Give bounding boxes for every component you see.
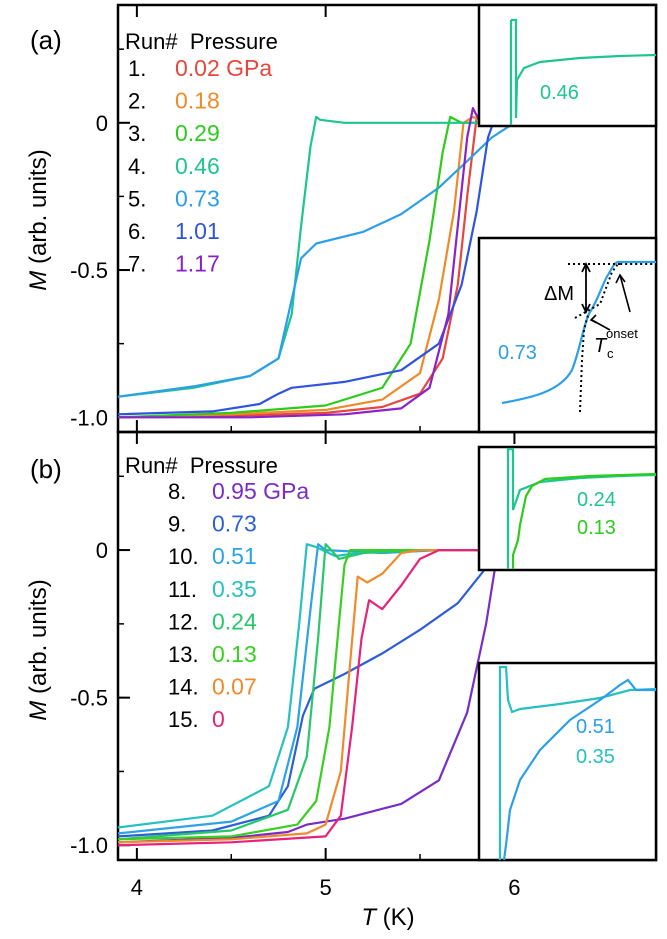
y-tick-label-a-0: 0 [96,111,108,136]
legend-run-b-0: 8. [168,479,186,504]
legend-run-a-0: 1. [128,56,146,81]
y-tick-label-a-1: -0.5 [70,258,108,283]
x-tick-label-2: 6 [508,875,520,900]
inset-a-delta-arrow [581,261,591,315]
x-tick-label-0: 4 [131,875,143,900]
legend-run-b-7: 15. [168,707,199,732]
legend-header-a: Run# Pressure [125,29,278,54]
legend-value-a-1: 0.18 [175,88,220,114]
inset-b-bottom-label-2: 0.35 [576,746,615,768]
legend-run-a-3: 4. [128,154,146,179]
series-line-a-6 [118,106,656,419]
inset-a-tc-sup: onset [606,326,638,341]
legend-run-a-1: 2. [128,89,146,114]
series-line-a-2 [117,115,656,419]
legend-value-b-1: 0.73 [212,511,257,537]
inset-a-bottom-dotted [568,263,656,413]
legend-run-a-6: 7. [128,252,146,277]
y-tick-label-b-1: -0.5 [70,686,108,711]
inset-a-onset-arrow [589,273,631,331]
inset-b-top-curve-1 [506,447,657,569]
inset-a-top-frame [477,3,658,128]
legend-value-a-5: 1.01 [175,218,220,244]
inset-a-bottom-label: 0.73 [498,342,537,364]
y-tick-label-b-2: -1.0 [70,833,108,858]
legend-run-b-4: 12. [168,609,199,634]
legend-run-a-4: 5. [128,186,146,211]
panel-b: 0 -0.5 -1.0 4 5 6 8. 0.95 GPa 9. 0.73 10. 0.51 11. 0.… [70,432,656,900]
panel-b-label: (b) [30,454,62,484]
inset-a-top-label: 0.46 [540,82,579,104]
inset-b-bottom-label-1: 0.51 [576,716,615,738]
legend-run-b-1: 9. [168,512,186,537]
inset-a-delta-label: ΔM [544,283,574,305]
legend-run-a-2: 3. [128,121,146,146]
inset-a-bottom-curve [501,260,656,405]
legend-value-a-4: 0.73 [175,185,220,211]
y-axis-label-a: M (arb. units) [25,149,52,290]
series-line-b-4 [117,543,656,841]
legend-value-b-3: 0.35 [212,576,257,602]
inset-b-top-curve-2 [511,472,657,569]
y-axis-label-b: M (arb. units) [25,579,52,720]
legend-value-b-5: 0.13 [212,641,257,667]
inset-a-bottom-frame [477,236,658,434]
series-line-b-6 [117,548,656,844]
y-tick-label-b-0: 0 [96,538,108,563]
legend-run-b-6: 14. [168,675,199,700]
panel-a-label: (a) [30,25,62,55]
inset-b-bottom-frame [477,661,658,862]
legend-run-a-5: 6. [128,219,146,244]
x-tick-label-1: 5 [320,875,332,900]
legend-value-b-6: 0.07 [212,674,257,700]
series-line-b-5 [117,548,656,841]
legend-value-a-3: 0.46 [175,153,220,179]
inset-b-bottom-curve-2 [502,678,656,861]
legend-run-b-3: 11. [168,577,197,602]
legend-value-a-0: 0.02 GPa [175,55,272,81]
legend-value-b-4: 0.24 [212,608,257,634]
series-line-b-7 [117,548,656,847]
legend-value-b-2: 0.51 [212,543,257,569]
legend-value-a-2: 0.29 [175,120,220,146]
inset-a-tc-label: T [594,335,608,357]
legend-run-b-2: 10. [168,544,199,569]
y-tick-label-a-2: -1.0 [70,405,108,430]
inset-b-bottom-curve-1 [498,665,657,860]
panel-b-frame [116,430,658,862]
legend-value-b-0: 0.95 GPa [212,478,309,504]
legend-header-b: Run# Pressure [125,453,278,478]
inset-b-top-frame [477,445,658,572]
panel-a: 0 -0.5 -1.0 1. 0.02 GPa 2. 0.18 3. 0.29 4. 0.46 5. 0… [70,5,656,432]
legend-run-b-5: 13. [168,642,199,667]
inset-a-tc-sub: c [607,346,614,361]
legend-value-b-7: 0 [212,706,225,732]
legend-value-a-6: 1.17 [175,251,220,277]
inset-a-top-curve [509,18,657,125]
inset-b-top-label-1: 0.24 [577,489,616,511]
x-axis-label: T (K) [361,904,414,931]
inset-b-top-label-2: 0.13 [577,517,616,539]
